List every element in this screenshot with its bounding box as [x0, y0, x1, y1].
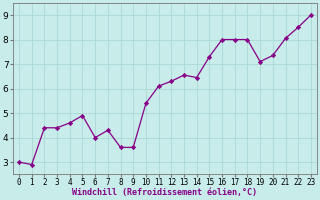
X-axis label: Windchill (Refroidissement éolien,°C): Windchill (Refroidissement éolien,°C) [72, 188, 258, 197]
